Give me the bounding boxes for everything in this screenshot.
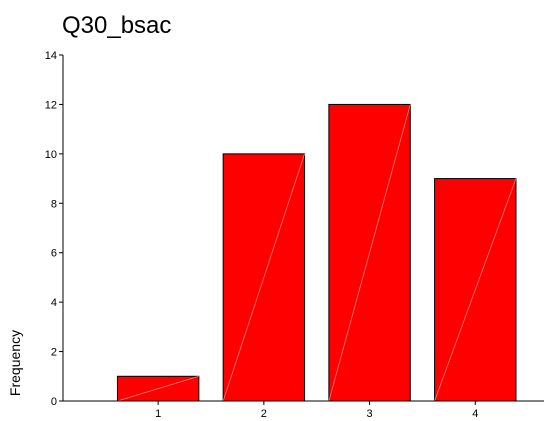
bar-highlight-4 xyxy=(434,178,517,402)
x-tick-label-4: 4 xyxy=(472,408,478,420)
x-ticks-layer: 1 2 3 4 xyxy=(155,401,478,420)
bars-layer xyxy=(116,103,517,402)
x-tick-label-1: 1 xyxy=(155,408,161,420)
bar-highlight-2 xyxy=(222,153,305,402)
chart-title: Q30_bsac xyxy=(62,12,172,39)
x-tick-label-2: 2 xyxy=(261,408,267,420)
y-tick-label-8: 8 xyxy=(51,198,57,210)
bar-highlight-3 xyxy=(328,104,411,402)
x-tick-label-3: 3 xyxy=(367,408,373,420)
y-ticks-layer: 0 2 4 6 8 10 12 14 xyxy=(45,50,63,408)
y-tick-label-6: 6 xyxy=(51,248,57,260)
y-tick-label-0: 0 xyxy=(51,396,57,408)
y-tick-label-4: 4 xyxy=(51,297,57,309)
y-tick-label-14: 14 xyxy=(45,50,57,62)
bar-highlight-1 xyxy=(117,375,199,402)
y-axis-title: Frequency xyxy=(7,330,23,396)
y-tick-label-12: 12 xyxy=(45,99,57,111)
y-tick-label-2: 2 xyxy=(51,347,57,359)
y-tick-label-10: 10 xyxy=(45,149,57,161)
